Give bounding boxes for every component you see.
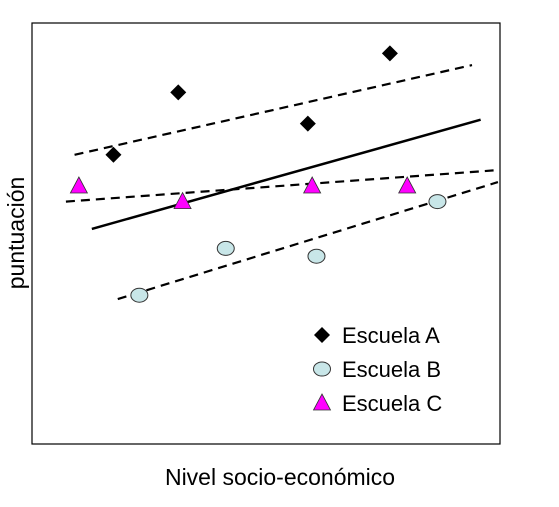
legend-label-2: Escuela B xyxy=(342,357,441,382)
data-point-series-2 xyxy=(216,240,235,256)
data-point-series-3 xyxy=(173,191,192,210)
legend-label-3: Escuela C xyxy=(342,391,442,416)
data-point-series-3 xyxy=(302,176,322,194)
legend-marker-2 xyxy=(313,361,331,377)
data-point-series-3 xyxy=(69,176,89,194)
x-axis-label: Nivel socio-económico xyxy=(165,464,395,490)
legend-marker-1 xyxy=(314,327,330,343)
trend-lines xyxy=(65,64,499,301)
trend-line-1 xyxy=(74,64,473,156)
legend: Escuela A Escuela B Escuela C xyxy=(312,323,442,416)
data-point-series-2 xyxy=(307,248,326,264)
trend-line-3 xyxy=(65,169,494,203)
overall-trend-line xyxy=(91,118,481,231)
data-point-series-2 xyxy=(428,194,447,210)
data-point-series-1 xyxy=(170,84,187,101)
data-point-series-2 xyxy=(130,287,149,303)
legend-label-1: Escuela A xyxy=(342,323,440,348)
data-point-series-3 xyxy=(398,176,417,194)
data-points xyxy=(69,45,447,303)
legend-marker-3 xyxy=(312,393,332,411)
data-point-series-1 xyxy=(381,45,398,62)
y-axis-label: puntuación xyxy=(3,177,29,290)
plot-frame xyxy=(31,22,501,445)
data-point-series-1 xyxy=(105,146,122,163)
data-point-series-1 xyxy=(299,115,316,132)
